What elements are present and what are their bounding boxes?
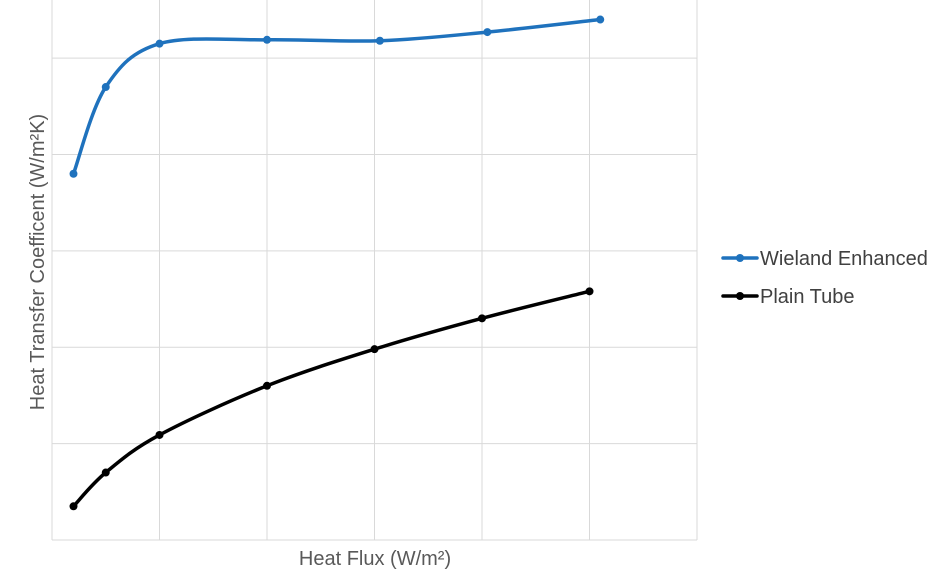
data-point-wieland-enhanced <box>101 83 110 92</box>
series-group <box>69 15 605 511</box>
data-point-wieland-enhanced <box>155 39 164 48</box>
data-point-wieland-enhanced <box>69 169 78 178</box>
series-plain-tube <box>69 287 594 511</box>
series-line-wieland-enhanced <box>71 17 602 176</box>
legend-item-plain-tube: Plain Tube <box>721 286 855 308</box>
legend-swatch-marker <box>736 292 744 300</box>
y-axis-title: Heat Transfer Coefficent (W/m²K) <box>27 114 49 410</box>
legend-swatch-marker <box>736 254 744 262</box>
data-point-plain-tube <box>585 287 594 296</box>
data-point-plain-tube <box>69 502 78 511</box>
data-point-plain-tube <box>155 430 164 439</box>
legend-label: Plain Tube <box>760 286 855 308</box>
data-point-plain-tube <box>263 381 271 390</box>
data-point-plain-tube <box>370 345 379 354</box>
x-axis-title: Heat Flux (W/m²) <box>299 548 451 570</box>
data-point-plain-tube <box>478 314 486 323</box>
data-point-wieland-enhanced <box>375 36 384 45</box>
legend: Wieland Enhanced Plain Tube <box>721 248 928 308</box>
series-wieland-enhanced <box>69 15 605 178</box>
gridlines <box>51 0 698 541</box>
data-point-wieland-enhanced <box>263 35 271 44</box>
data-point-wieland-enhanced <box>483 28 492 37</box>
data-point-wieland-enhanced <box>596 15 605 24</box>
legend-item-wieland-enhanced: Wieland Enhanced <box>721 248 928 270</box>
data-point-plain-tube <box>101 468 110 477</box>
legend-label: Wieland Enhanced <box>760 248 928 270</box>
series-line-plain-tube <box>71 289 592 509</box>
